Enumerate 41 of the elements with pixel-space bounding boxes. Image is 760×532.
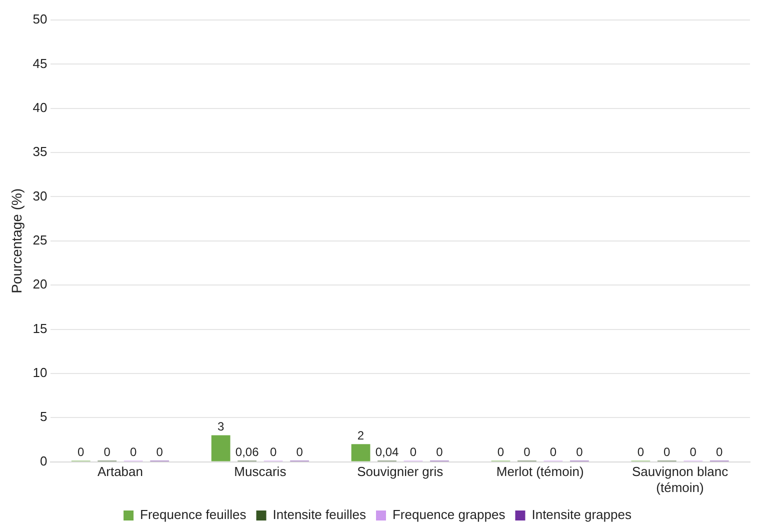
data-label: 0 xyxy=(156,445,164,460)
data-label: 0 xyxy=(664,445,671,460)
data-label: 2 xyxy=(357,428,364,442)
data-label: 0 xyxy=(497,445,504,460)
data-label: 0,06 xyxy=(235,445,260,460)
data-label: 0 xyxy=(716,445,724,460)
y-tick-label: 10 xyxy=(32,365,48,380)
data-label: 0 xyxy=(436,445,444,460)
data-label: 0 xyxy=(270,445,277,460)
data-label: 0 xyxy=(637,445,644,460)
y-tick-label: 5 xyxy=(40,409,48,424)
data-label: 0 xyxy=(410,445,417,460)
data-label: 0 xyxy=(524,445,531,460)
y-tick-label: 45 xyxy=(32,56,48,71)
data-label: 0 xyxy=(130,445,138,460)
y-axis-title: Pourcentage (%) xyxy=(8,188,24,294)
data-label: 0 xyxy=(296,445,304,460)
data-label: 0 xyxy=(104,445,111,460)
x-tick-label: Sauvignon blanc (témoin) xyxy=(632,464,729,495)
legend-label: Frequence grappes xyxy=(392,507,506,522)
y-tick-label: 25 xyxy=(32,232,48,248)
y-tick-label: 0 xyxy=(40,453,48,468)
y-tick-label: 35 xyxy=(32,144,48,160)
legend-label: Intensite feuilles xyxy=(272,507,366,522)
data-label: 0 xyxy=(576,445,584,460)
y-tick-label: 50 xyxy=(32,12,48,27)
data-label: 3 xyxy=(217,420,224,434)
y-tick-label: 40 xyxy=(32,100,48,115)
x-tick-label: Merlot (témoin) xyxy=(496,464,584,480)
x-tick-label: Artaban xyxy=(97,464,144,480)
y-tick-label: 30 xyxy=(32,188,48,204)
data-label: 0 xyxy=(78,445,85,460)
data-label: 0 xyxy=(690,445,697,460)
x-tick-label: Souvignier gris xyxy=(357,464,444,480)
y-tick-label: 15 xyxy=(32,320,48,336)
y-tick-label: 20 xyxy=(32,276,48,292)
data-label: 0 xyxy=(550,445,557,460)
data-label: 0,04 xyxy=(375,445,400,460)
legend-label: Frequence feuilles xyxy=(140,507,247,522)
x-tick-label: Muscaris xyxy=(234,464,287,480)
legend-label: Intensite grappes xyxy=(532,507,632,522)
